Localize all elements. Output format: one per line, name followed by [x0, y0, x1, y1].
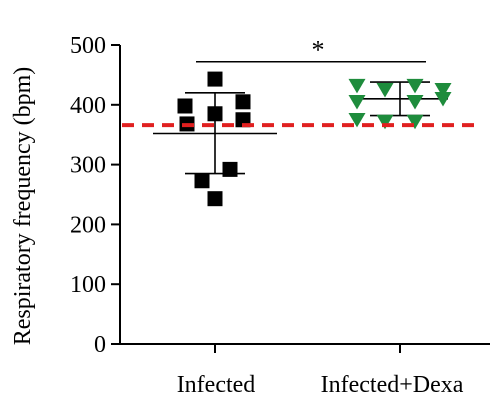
x-axis: Infected Infected+Dexa: [120, 343, 490, 398]
y-axis-title: Respiratory frequency (bpm): [10, 67, 36, 346]
data-point-square: [235, 94, 251, 110]
y-axis: 0 100 200 300 400 500: [70, 33, 121, 358]
data-point-square: [222, 161, 238, 177]
data-point-triangle: [348, 78, 366, 94]
data-point-triangle: [376, 114, 394, 130]
data-point-triangle: [434, 92, 452, 107]
data-point-square: [207, 106, 223, 122]
data-marks: [153, 71, 452, 207]
data-point-square: [207, 191, 223, 207]
y-tick-label: 200: [70, 212, 106, 238]
y-tick-label: 300: [70, 153, 106, 179]
y-tick-label: 100: [70, 272, 106, 298]
data-point-triangle: [348, 95, 366, 110]
data-point-square: [194, 173, 210, 189]
chart-overlays: *: [122, 36, 478, 128]
y-tick-label: 400: [70, 93, 106, 119]
data-point-triangle: [376, 83, 394, 98]
x-tick-label: Infected: [177, 372, 256, 398]
data-point-triangle: [434, 83, 452, 98]
data-point-triangle: [406, 114, 424, 130]
data-point-square: [177, 98, 193, 114]
data-point-triangle: [348, 112, 366, 128]
x-tick-label: Infected+Dexa: [321, 372, 464, 398]
data-point-square: [207, 71, 223, 87]
data-point-triangle: [406, 78, 424, 94]
significance-label: *: [312, 36, 325, 65]
y-tick-label: 500: [70, 33, 106, 59]
y-tick-label: 0: [94, 332, 106, 358]
data-point-triangle: [406, 95, 424, 110]
